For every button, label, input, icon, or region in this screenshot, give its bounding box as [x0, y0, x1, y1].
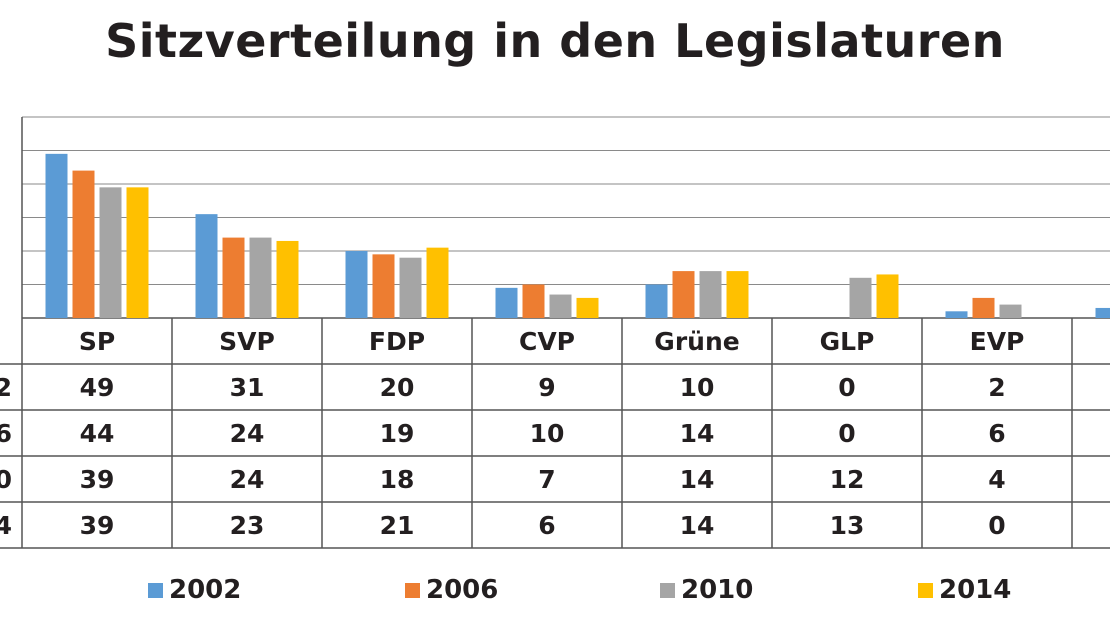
row-label: 6 — [0, 419, 12, 448]
table-cell: 0 — [838, 419, 855, 448]
chart-title: Sitzverteilung in den Legislaturen — [105, 14, 1005, 68]
legend-item: 2010 — [660, 570, 753, 610]
table-cell: 6 — [538, 511, 555, 540]
table-cell: 6 — [988, 419, 1005, 448]
x-tick-label: SP — [79, 327, 115, 356]
bar — [72, 170, 95, 318]
bar — [126, 187, 149, 318]
legend-item: 2006 — [405, 570, 498, 610]
legend-swatch — [405, 582, 420, 598]
table-cell: 12 — [830, 465, 865, 494]
bar — [699, 271, 722, 318]
table-cell: 23 — [230, 511, 265, 540]
bar — [222, 237, 245, 318]
bar — [645, 284, 668, 318]
x-tick-label: FDP — [369, 327, 425, 356]
bar — [195, 214, 218, 318]
bar — [99, 187, 122, 318]
bar — [849, 277, 872, 318]
bar — [549, 294, 572, 318]
table-cell: 24 — [230, 419, 265, 448]
table-cell: 0 — [988, 511, 1005, 540]
table-cell: 2 — [988, 373, 1005, 402]
table-cell: 49 — [80, 373, 115, 402]
row-label: 4 — [0, 511, 12, 540]
bar — [45, 153, 68, 318]
table-cell: 21 — [380, 511, 415, 540]
table-cell: 13 — [830, 511, 865, 540]
x-tick-label: SVP — [219, 327, 275, 356]
legend-swatch — [660, 582, 675, 598]
table-cell: 14 — [680, 419, 715, 448]
bar — [972, 297, 995, 318]
bar — [495, 287, 518, 318]
bar — [276, 240, 299, 318]
table-cell: 19 — [380, 419, 415, 448]
legend-item: 2002 — [148, 570, 241, 610]
table-cell: 14 — [680, 511, 715, 540]
table-cell: 7 — [538, 465, 555, 494]
bar — [522, 284, 545, 318]
x-tick-label: Grüne — [654, 327, 739, 356]
table-cell: 0 — [838, 373, 855, 402]
legend-item: 2014 — [918, 570, 1011, 610]
legend-label: 2002 — [169, 575, 242, 605]
bar — [876, 274, 899, 318]
legend-swatch — [148, 582, 163, 598]
legend-swatch — [918, 582, 933, 598]
bar — [576, 297, 599, 318]
row-label: 0 — [0, 465, 12, 494]
table-cell: 20 — [380, 373, 415, 402]
table-cell: 10 — [680, 373, 715, 402]
table-cell: 4 — [988, 465, 1005, 494]
table-cell: 18 — [380, 465, 415, 494]
x-tick-label: EVP — [970, 327, 1025, 356]
table-cell: 9 — [538, 373, 555, 402]
table-cell: 39 — [80, 511, 115, 540]
row-label: 2 — [0, 373, 12, 402]
legend-label: 2014 — [939, 575, 1012, 605]
bar — [399, 257, 422, 318]
table-cell: 39 — [80, 465, 115, 494]
legend-label: 2006 — [426, 575, 499, 605]
bar — [372, 254, 395, 318]
bar — [426, 247, 449, 318]
bar — [726, 271, 749, 318]
bar — [345, 251, 368, 318]
table-cell: 14 — [680, 465, 715, 494]
table-cell: 10 — [530, 419, 565, 448]
legend-label: 2010 — [681, 575, 754, 605]
bar — [249, 237, 272, 318]
x-tick-label: CVP — [519, 327, 575, 356]
bar — [672, 271, 695, 318]
bar — [1095, 307, 1110, 318]
legend: 2002 2006 2010 2014 — [0, 570, 1110, 610]
table-cell: 24 — [230, 465, 265, 494]
bar — [945, 311, 968, 318]
table-cell: 44 — [80, 419, 115, 448]
bar — [999, 304, 1022, 318]
x-tick-label: GLP — [820, 327, 875, 356]
table-cell: 31 — [230, 373, 265, 402]
